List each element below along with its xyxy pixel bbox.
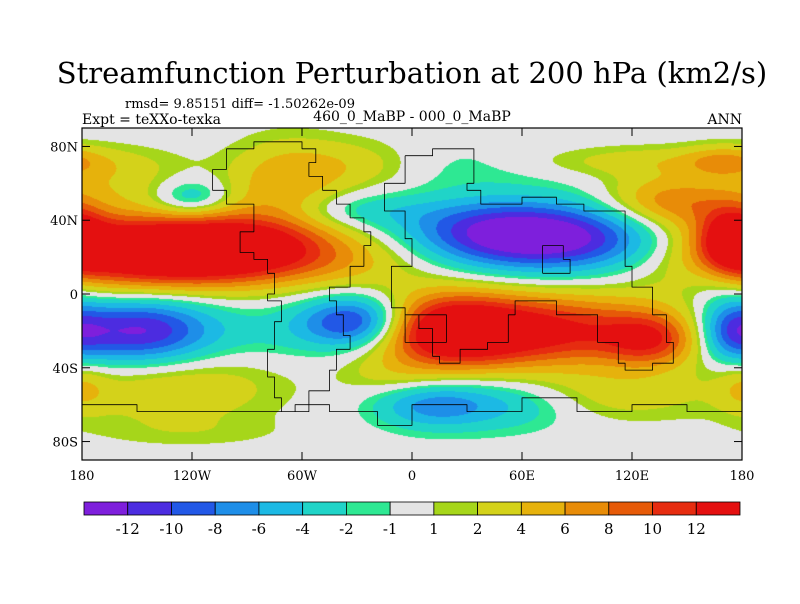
y-tick-label: 80N [50,140,78,155]
colorbar-swatch [83,501,129,516]
y-axis: 80N 40N 0 40S 80S [50,140,742,451]
colorbar-swatch [433,501,479,516]
chart-title: Streamfunction Perturbation at 200 hPa (… [57,56,767,90]
experiment-label: Expt = teXXo-texka [82,112,221,128]
colorbar-label: -6 [252,520,267,538]
colorbar-label: 8 [604,520,614,538]
colorbar-label: -1 [383,520,398,538]
x-tick-label: 180 [730,469,755,484]
colorbar-label: -4 [295,520,310,538]
colorbar-swatch [520,501,566,516]
colorbar-swatch [652,501,697,516]
colorbar-swatch [389,501,435,516]
y-tick-label: 40N [50,214,78,229]
colorbar-swatch [258,501,304,516]
x-tick-label: 180 [70,469,95,484]
colorbar-swatch [127,501,172,516]
colorbar-label: -2 [339,520,354,538]
y-tick-label: 80S [53,436,78,451]
colorbar-swatch [695,501,741,516]
x-tick-label: 60E [509,469,535,484]
colorbar-label: 2 [473,520,483,538]
colorbar-label: 4 [517,520,527,538]
coastlines [82,141,742,426]
colorbar-swatch [302,501,347,516]
colorbar-label: 1 [429,520,439,538]
center-label: 460_0_MaBP - 000_0_MaBP [313,109,511,125]
y-tick-label: 40S [53,362,78,377]
colorbar-swatch [564,501,610,516]
colorbar-swatch [171,501,216,516]
x-tick-label: 0 [408,469,416,484]
colorbar-label: -12 [116,520,140,538]
season-label: ANN [706,112,742,128]
colorbar-label: -10 [159,520,183,538]
x-tick-label: 120E [615,469,649,484]
colorbar-label: 12 [687,520,706,538]
colorbar-label: 10 [643,520,662,538]
colorbar: -12 -10 -8 -6 -4 -2 -1 1 2 4 6 8 10 12 [83,501,741,538]
colorbar-swatch [345,501,391,516]
colorbar-label: -8 [208,520,223,538]
x-tick-label: 120W [173,469,212,484]
colorbar-swatch [214,501,260,516]
colorbar-label: 6 [560,520,570,538]
x-tick-label: 60W [287,469,318,484]
colorbar-swatch [608,501,653,516]
stats-label: rmsd= 9.85151 diff= -1.50262e-09 [125,97,355,112]
map-area [81,127,743,461]
colorbar-swatch [477,501,522,516]
y-tick-label: 0 [70,288,78,303]
x-axis: 180 120W 60W 0 60E 120E 180 [70,128,755,484]
